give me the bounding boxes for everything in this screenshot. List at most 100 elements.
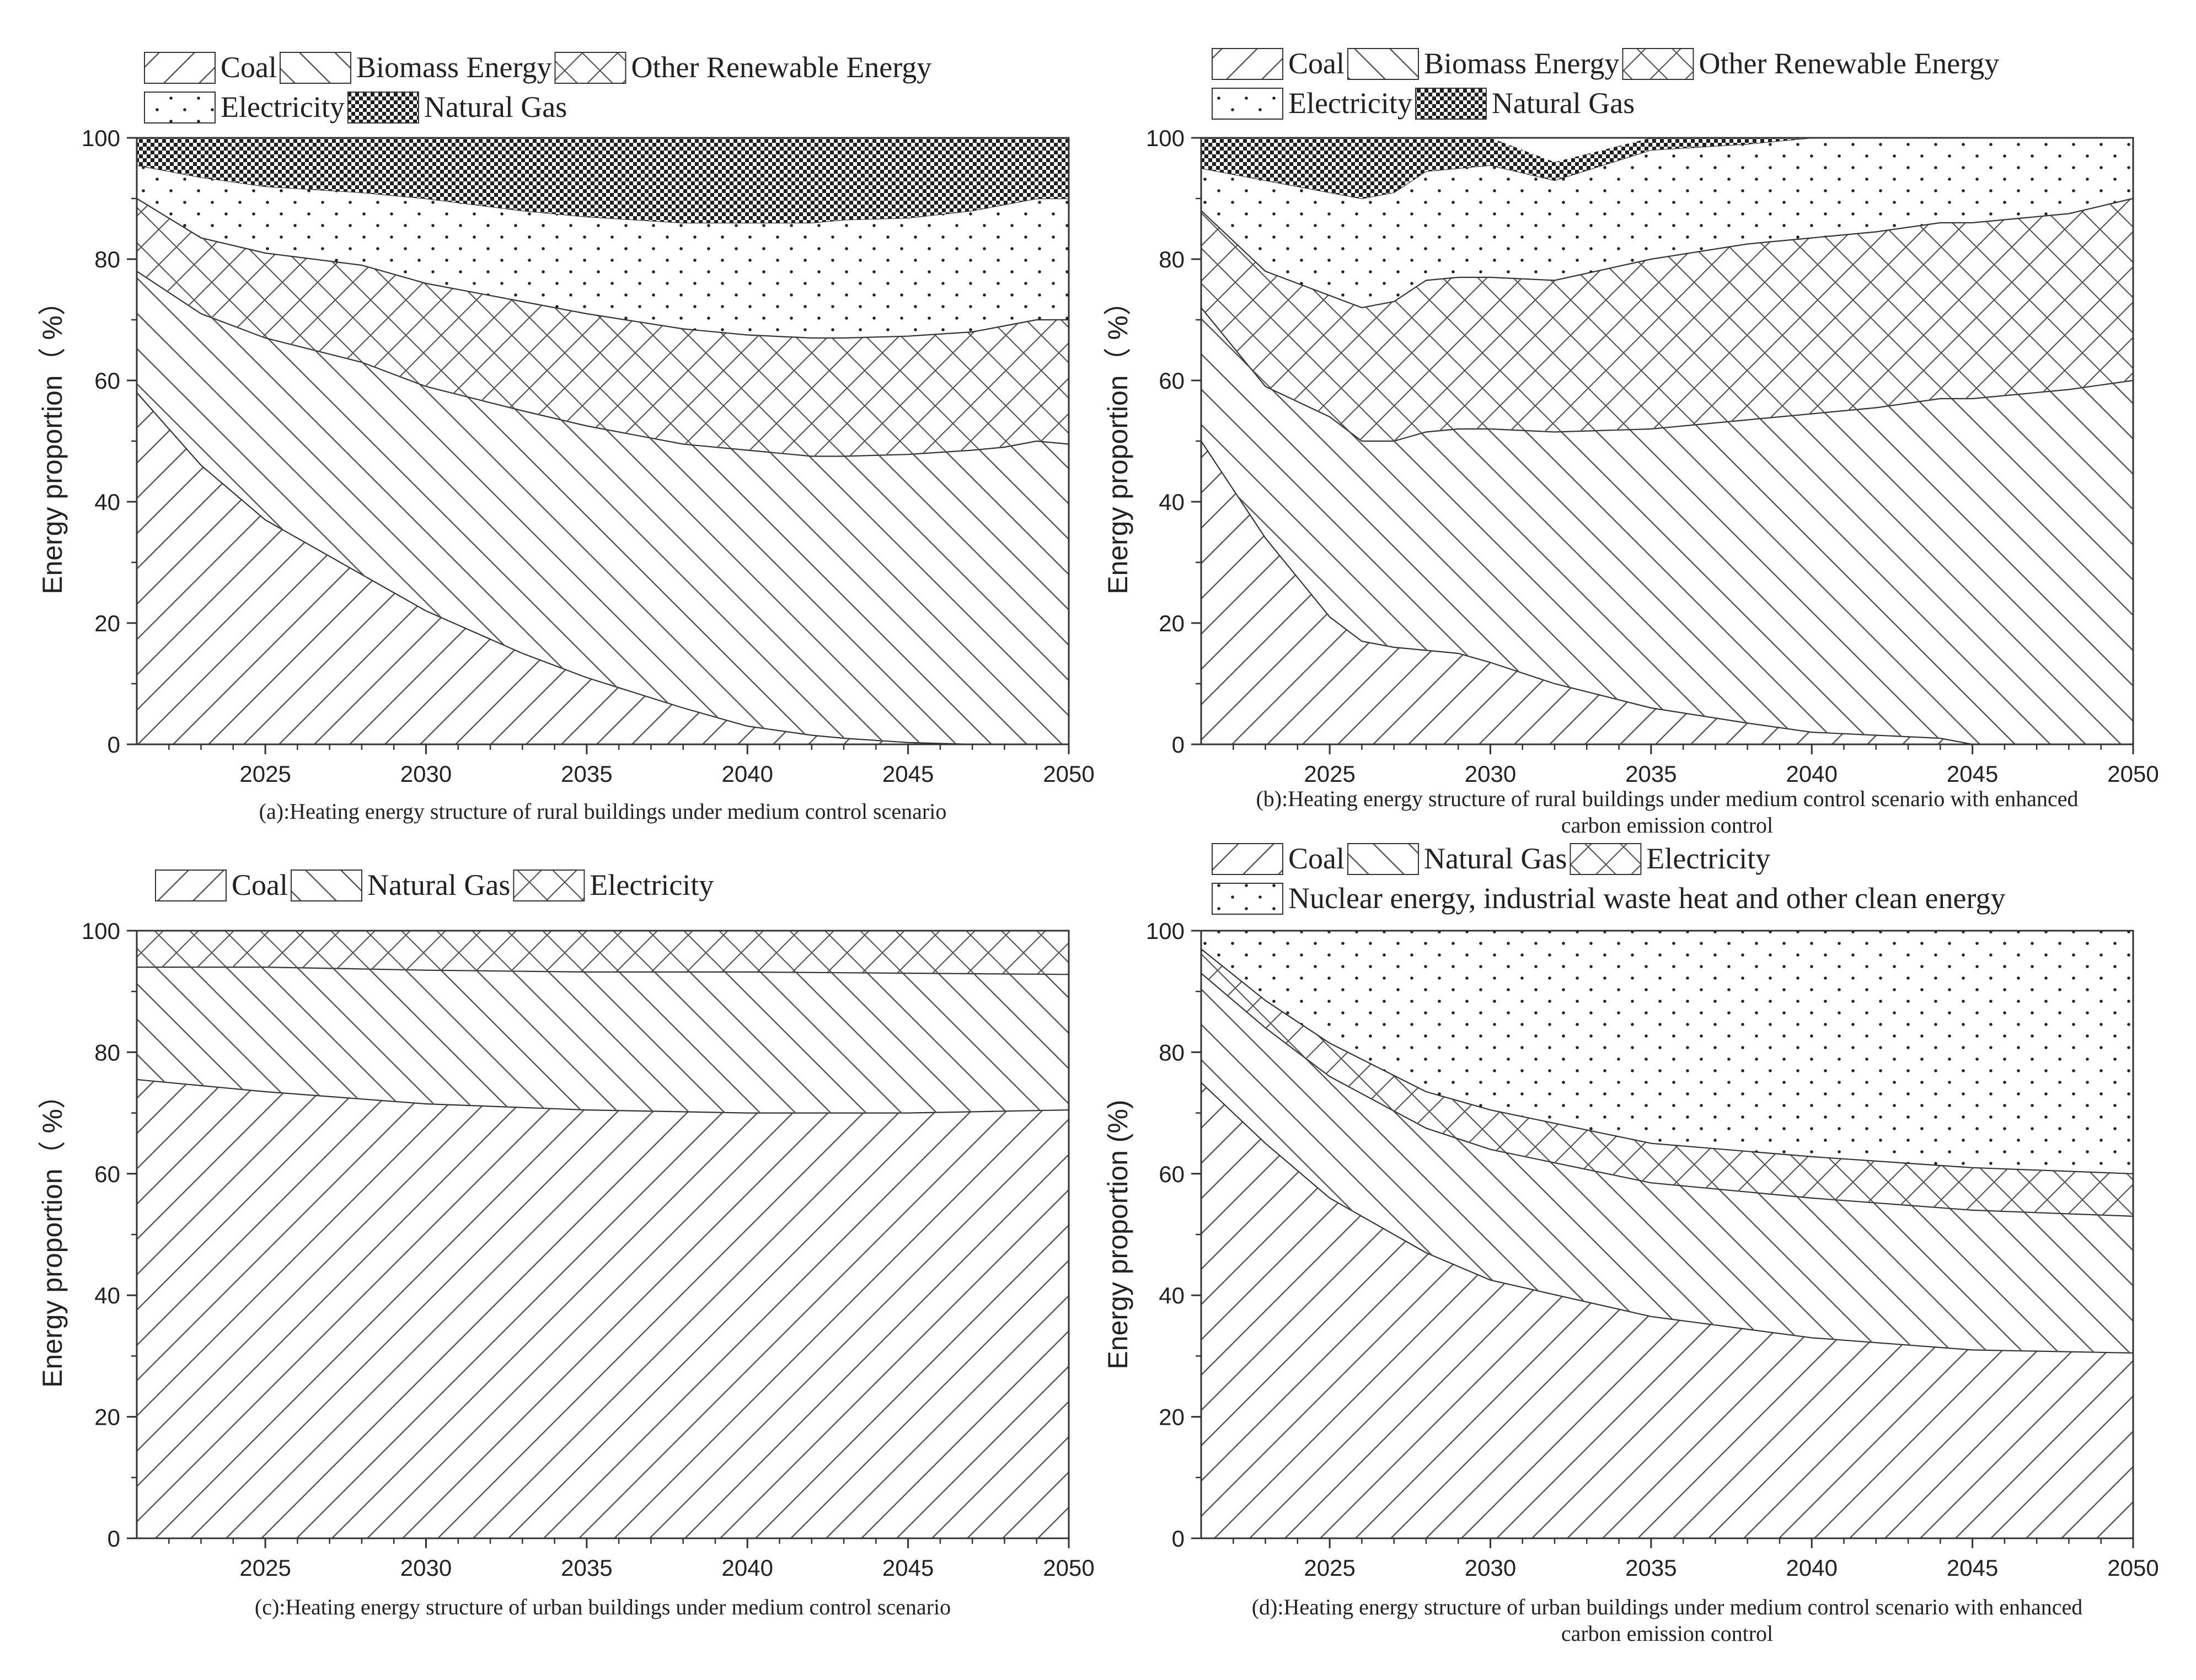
x-tick-label: 2040: [1786, 761, 1838, 787]
y-axis-title: Energy proportion (%): [1102, 1099, 1133, 1369]
legend-swatch: [1212, 48, 1283, 80]
legend-swatch: [1415, 88, 1487, 120]
x-tick-label: 2025: [239, 1555, 291, 1581]
x-tick-label: 2035: [1625, 761, 1677, 787]
legend-swatch: [1347, 48, 1419, 80]
legend: Coal Biomass Energy Other Renewable Energy…: [1212, 47, 1999, 120]
legend-swatch: [155, 869, 227, 901]
y-tick-label: 80: [94, 246, 120, 272]
y-tick-label: 0: [1172, 732, 1185, 758]
legend-item: Electricity: [1570, 842, 1770, 875]
legend-item: Nuclear energy, industrial waste heat an…: [1212, 882, 2005, 915]
legend-label: Natural Gas: [1492, 87, 1635, 120]
area-other-renewable-energy: [137, 198, 1069, 457]
legend-label: Natural Gas: [1424, 842, 1567, 875]
legend-label: Electricity: [1288, 87, 1412, 120]
chart-caption-line: (b):Heating energy structure of rural bu…: [1256, 786, 2078, 811]
x-tick-label: 2040: [1786, 1555, 1838, 1581]
legend-item: Natural Gas: [1347, 842, 1567, 875]
chart-caption: (a):Heating energy structure of rural bu…: [259, 799, 947, 824]
area-natural-gas: [137, 967, 1069, 1113]
chart-caption-line: carbon emission control: [1561, 813, 1773, 838]
legend-label: Electricity: [1646, 842, 1770, 875]
legend-item: Coal: [1212, 842, 1345, 875]
y-tick-label: 60: [1159, 1161, 1185, 1187]
legend-item: Coal: [155, 868, 288, 901]
area-other-renewable-energy: [1201, 198, 2133, 441]
y-tick-label: 40: [1159, 489, 1185, 515]
y-tick-label: 20: [94, 1404, 120, 1430]
legend-label: Nuclear energy, industrial waste heat an…: [1288, 882, 2005, 915]
x-tick-label: 2035: [1625, 1555, 1677, 1581]
y-tick-label: 60: [94, 1161, 120, 1187]
x-tick-label: 2025: [239, 761, 291, 787]
y-tick-label: 40: [94, 489, 120, 515]
legend-label: Natural Gas: [424, 90, 567, 124]
x-tick-label: 2050: [1043, 1555, 1094, 1581]
legend-item: Electricity: [1212, 87, 1412, 120]
legend-swatch: [1622, 48, 1694, 80]
legend-item: Electricity: [144, 90, 345, 124]
area-biomass-energy: [1201, 308, 2133, 744]
y-axis-title: Energy proportion（ %）: [1102, 288, 1133, 594]
x-tick-label: 2025: [1304, 761, 1355, 787]
legend-item: Natural Gas: [291, 868, 510, 901]
legend-swatch: [554, 52, 626, 84]
area-electricity: [1201, 138, 2133, 308]
legend-item: Biomass Energy: [1347, 47, 1619, 80]
x-tick-label: 2045: [1947, 761, 1998, 787]
y-axis-title: Energy proportion（ %）: [37, 288, 68, 594]
area-electricity: [137, 931, 1069, 975]
x-tick-label: 2050: [1043, 761, 1094, 787]
y-axis-title: Energy proportion（ %）: [37, 1081, 68, 1388]
legend-item: Natural Gas: [347, 90, 567, 124]
legend-item: Electricity: [513, 868, 714, 901]
area-coal: [1201, 1082, 2133, 1538]
area-electricity: [1201, 949, 2133, 1216]
x-tick-label: 2025: [1304, 1555, 1355, 1581]
y-tick-label: 20: [1159, 610, 1185, 636]
area-coal: [1201, 441, 2133, 744]
area-biomass-energy: [137, 271, 1069, 744]
chart-caption-line: carbon emission control: [1561, 1621, 1773, 1646]
x-tick-label: 2030: [400, 1555, 452, 1581]
x-tick-label: 2035: [561, 1555, 612, 1581]
legend-label: Coal: [1288, 842, 1345, 875]
x-tick-label: 2050: [2107, 1555, 2158, 1581]
y-tick-label: 60: [1159, 368, 1185, 394]
x-tick-label: 2035: [561, 761, 612, 787]
legend-swatch: [1570, 843, 1642, 875]
legend-swatch: [513, 869, 585, 901]
x-tick-label: 2030: [1465, 1555, 1516, 1581]
area-natural-gas: [137, 138, 1069, 223]
x-tick-label: 2050: [2107, 761, 2158, 787]
legend: Coal Natural Gas Electricity Nuclear energy…: [1212, 842, 2005, 915]
legend-swatch: [144, 92, 216, 124]
legend-label: Electricity: [221, 90, 345, 124]
area-electricity: [137, 165, 1069, 338]
y-tick-label: 100: [82, 125, 120, 151]
legend-label: Biomass Energy: [1424, 47, 1619, 80]
y-tick-label: 100: [82, 918, 120, 944]
y-tick-label: 80: [94, 1039, 120, 1065]
legend-item: Coal: [1212, 47, 1345, 80]
legend: Coal Biomass Energy Other Renewable Energy…: [144, 51, 931, 124]
legend: Coal Natural Gas Electricity: [155, 868, 714, 901]
legend-swatch: [291, 869, 362, 901]
y-tick-label: 0: [108, 732, 120, 758]
legend-label: Electricity: [590, 868, 714, 901]
legend-swatch: [1347, 843, 1419, 875]
legend-swatch: [1212, 883, 1283, 915]
legend-label: Other Renewable Energy: [631, 51, 931, 84]
y-tick-label: 80: [1159, 1039, 1185, 1065]
x-tick-label: 2040: [722, 1555, 773, 1581]
y-tick-label: 0: [108, 1526, 120, 1552]
legend-swatch: [347, 92, 419, 124]
legend-swatch: [144, 52, 216, 84]
